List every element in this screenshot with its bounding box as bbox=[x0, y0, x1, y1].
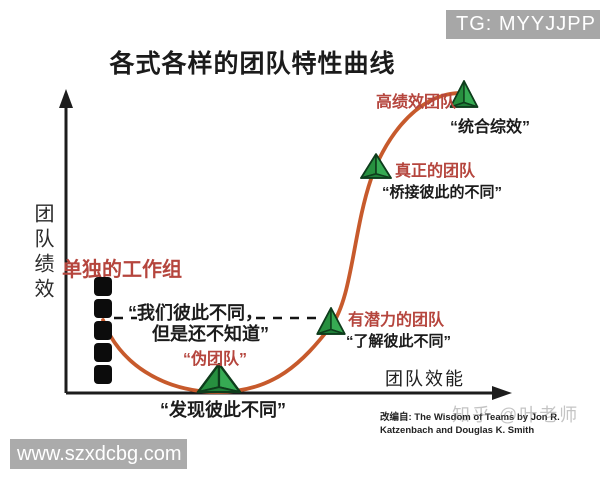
stage-label-pseudo-team: “伪团队” bbox=[183, 351, 248, 368]
workgroup-quote-line1: “我们彼此不同， bbox=[128, 303, 263, 323]
website-watermark: www.szxdcbg.com bbox=[10, 439, 187, 469]
source-attribution: 改编自: The Wisdom of Teams by Jon R. Katze… bbox=[380, 411, 580, 437]
x-axis-arrowhead bbox=[492, 386, 512, 400]
workgroup-square-marker bbox=[94, 343, 112, 362]
page-title: 各式各样的团队特性曲线 bbox=[109, 50, 396, 78]
workgroup-square-marker bbox=[94, 277, 112, 296]
y-axis-label: 团队绩效 bbox=[31, 203, 53, 303]
pyramid-marker-real-team bbox=[360, 153, 392, 179]
tg-contact-badge: TG: MYYJJPP bbox=[446, 10, 600, 39]
potential-team-quote: “了解彼此不同” bbox=[346, 333, 452, 350]
workgroup-square-marker bbox=[94, 365, 112, 384]
stage-label-potential-team: 有潜力的团队 bbox=[348, 312, 445, 329]
high-performance-team-quote: “统合综效” bbox=[450, 119, 531, 136]
source-attribution-line2: Katzenbach and Douglas K. Smith bbox=[380, 425, 535, 436]
workgroup-square-marker bbox=[94, 299, 112, 318]
pseudo-team-quote: “发现彼此不同” bbox=[160, 400, 286, 420]
stage-label-workgroup: 单独的工作组 bbox=[62, 259, 182, 281]
y-axis-arrowhead bbox=[59, 89, 73, 108]
zhihu-watermark: 知乎 @叶老师 bbox=[452, 405, 580, 425]
real-team-quote: “桥接彼此的不同” bbox=[382, 184, 503, 201]
stage-label-high-performance-team: 高绩效团队 bbox=[376, 94, 457, 111]
workgroup-quote-line2: 但是还不知道” bbox=[152, 324, 269, 344]
workgroup-square-marker bbox=[94, 321, 112, 340]
source-attribution-line1: 改编自: The Wisdom of Teams by Jon R. bbox=[380, 412, 560, 423]
x-axis-label: 团队效能 bbox=[385, 369, 465, 389]
stage-label-real-team: 真正的团队 bbox=[395, 163, 476, 180]
